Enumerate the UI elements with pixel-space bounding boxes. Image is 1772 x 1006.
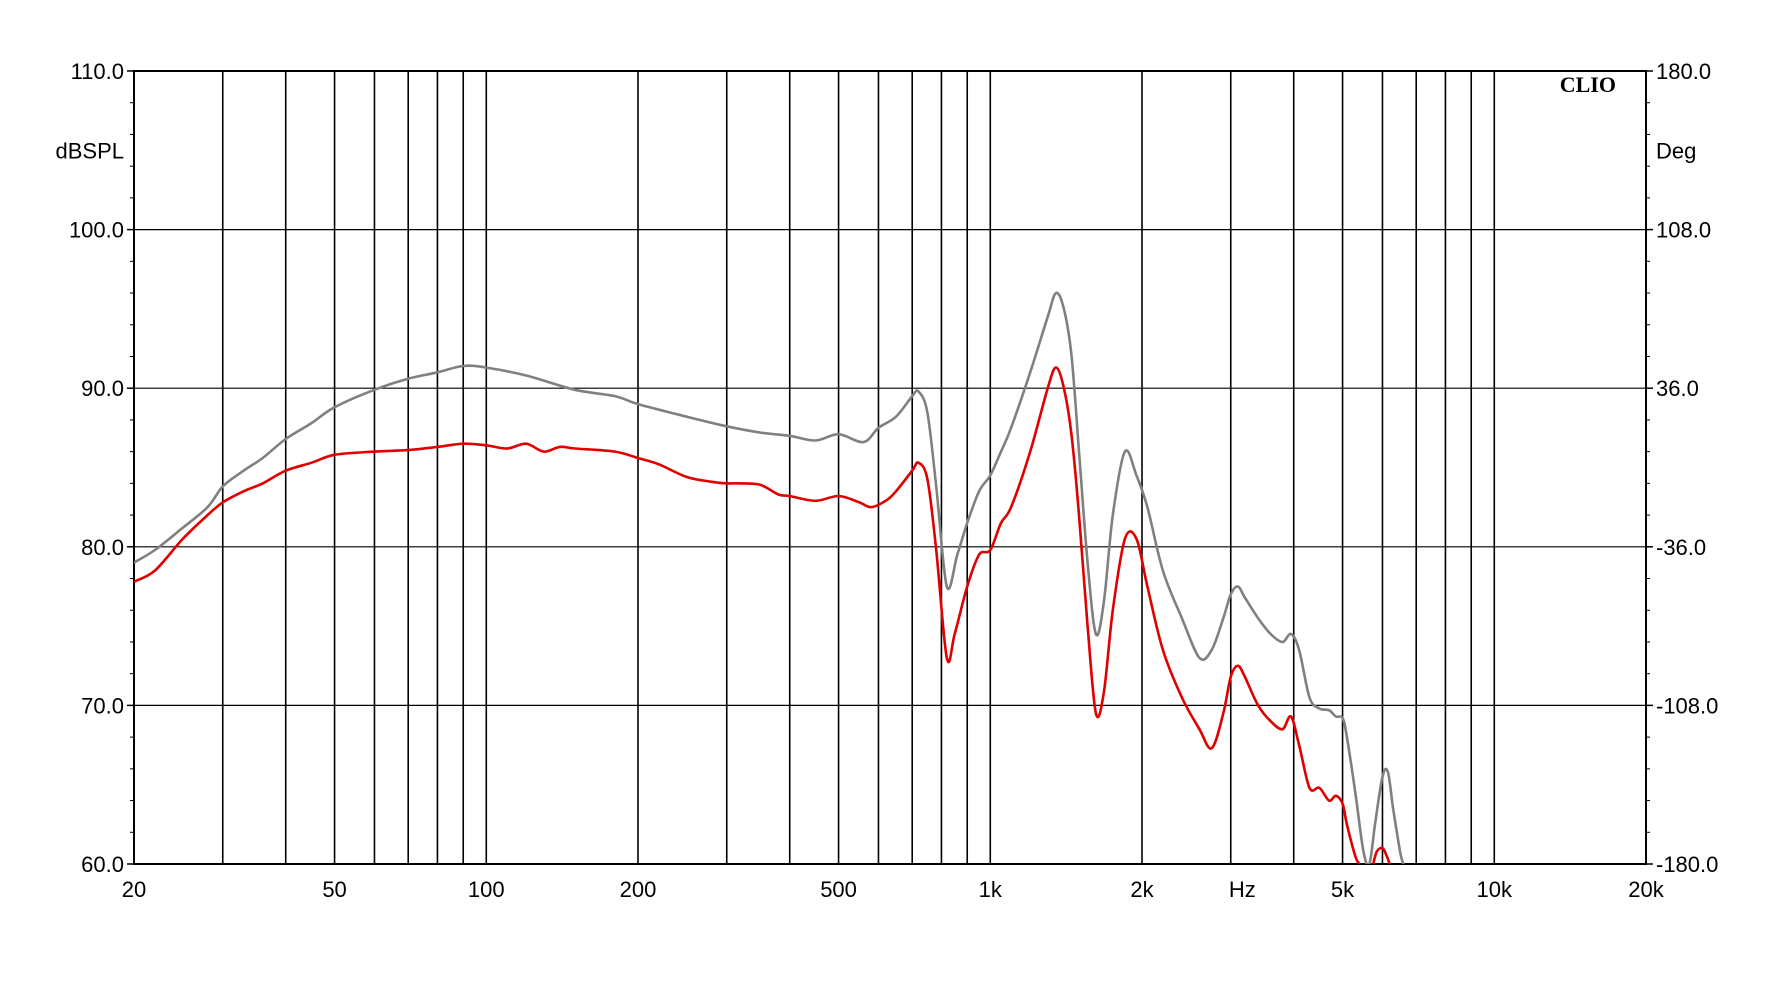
y-left-tick-label: 110.0: [71, 59, 124, 84]
series-layer: [134, 291, 1405, 864]
y-right-tick-label: 108.0: [1656, 218, 1711, 243]
x-tick-label: 10k: [1477, 877, 1513, 902]
x-tick-label: 500: [820, 877, 857, 902]
x-tick-label: 20: [122, 877, 146, 902]
series-line-2: [134, 366, 1361, 864]
label-layer: 60.0 70.0 80.0 90.0 100.0 110.0 -180.0 -108.0 -3…: [69, 59, 1718, 902]
x-tick-label: 1k: [979, 877, 1003, 902]
y-right-tick-label: 36.0: [1656, 376, 1699, 401]
y-left-tick-label: 90.0: [81, 376, 124, 401]
y-left-tick-label: 80.0: [81, 535, 124, 560]
x-tick-label: 5k: [1331, 877, 1355, 902]
x-tick-label: 200: [620, 877, 657, 902]
y-left-unit-label: dBSPL: [56, 138, 125, 163]
series-line-3: [1371, 846, 1391, 864]
x-unit-label: Hz: [1229, 877, 1256, 902]
y-left-tick-label: 60.0: [81, 852, 124, 877]
series-line-1: [134, 291, 1405, 864]
grid: [127, 70, 1653, 865]
x-tick-label: 20k: [1628, 877, 1664, 902]
brand-label: CLIO: [1560, 72, 1616, 97]
y-left-tick-label: 70.0: [81, 693, 124, 718]
y-right-tick-label: 180.0: [1656, 59, 1711, 84]
x-tick-label: 50: [322, 877, 346, 902]
y-left-tick-label: 100.0: [69, 218, 124, 243]
y-right-tick-label: -108.0: [1656, 693, 1718, 718]
plot-frame: [133, 70, 1647, 865]
y-right-tick-label: -180.0: [1656, 852, 1718, 877]
y-right-tick-label: -36.0: [1656, 535, 1706, 560]
x-tick-label: 2k: [1130, 877, 1154, 902]
x-tick-label: 100: [468, 877, 505, 902]
y-right-unit-label: Deg: [1656, 138, 1696, 163]
